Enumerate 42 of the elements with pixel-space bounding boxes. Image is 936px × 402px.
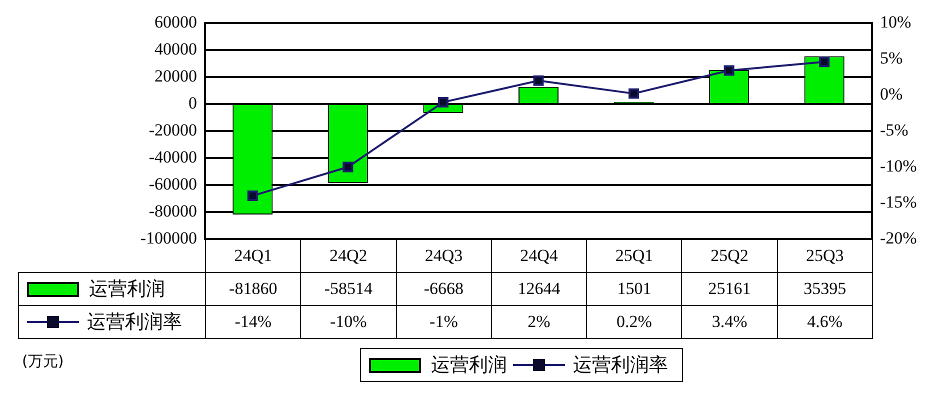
y2-tick-label: 5% <box>880 48 903 68</box>
text: 运营利润率 <box>573 354 668 376</box>
data-label: 3.4% <box>682 306 778 338</box>
legend-label: 运营利润 <box>89 278 165 300</box>
y2-tick-label: 0% <box>880 84 903 104</box>
y2-tick-label: -5% <box>880 120 908 140</box>
y-tick-label: -80000 <box>148 201 197 220</box>
data-label: 0.2% <box>586 306 682 338</box>
text: 运营利润 <box>431 354 507 376</box>
y-tick-label: 0 <box>188 93 197 112</box>
data-label: 2% <box>491 306 587 338</box>
legend-label: 运营利润率 <box>87 311 182 333</box>
y-tick-label: 60000 <box>154 12 197 32</box>
x-tick-label: 25Q2 <box>682 240 778 272</box>
data-label: 1501 <box>586 272 682 306</box>
data-label: -81860 <box>206 272 301 306</box>
y2-tick-label: 10% <box>880 12 912 32</box>
x-tick-label: 25Q3 <box>777 240 872 272</box>
y2-tick-label: -10% <box>880 156 917 176</box>
data-label: 35395 <box>777 272 872 306</box>
x-tick-label: 24Q3 <box>396 240 492 272</box>
data-label: 25161 <box>682 272 778 306</box>
y-tick-label: 20000 <box>154 66 197 86</box>
y2-tick-label: -15% <box>880 192 917 212</box>
x-tick-label: 24Q1 <box>206 240 301 272</box>
y2-tick-label: -20% <box>880 228 917 248</box>
text: (万元) <box>22 352 64 371</box>
y-tick-label: -40000 <box>148 147 197 166</box>
y-tick-label: -100000 <box>140 228 197 248</box>
data-label: -1% <box>396 306 492 338</box>
y-tick-label: 40000 <box>154 39 197 58</box>
y-tick-label: -20000 <box>148 120 197 140</box>
data-label: -10% <box>300 306 396 338</box>
y-tick-label: -60000 <box>148 174 197 194</box>
data-label: -58514 <box>300 272 396 306</box>
x-tick-label: 24Q4 <box>491 240 587 272</box>
x-tick-label: 24Q2 <box>300 240 396 272</box>
data-label: -14% <box>206 306 301 338</box>
data-label: -6668 <box>396 272 492 306</box>
data-label: 4.6% <box>777 306 872 338</box>
x-tick-label: 25Q1 <box>586 240 682 272</box>
data-label: 12644 <box>491 272 587 306</box>
